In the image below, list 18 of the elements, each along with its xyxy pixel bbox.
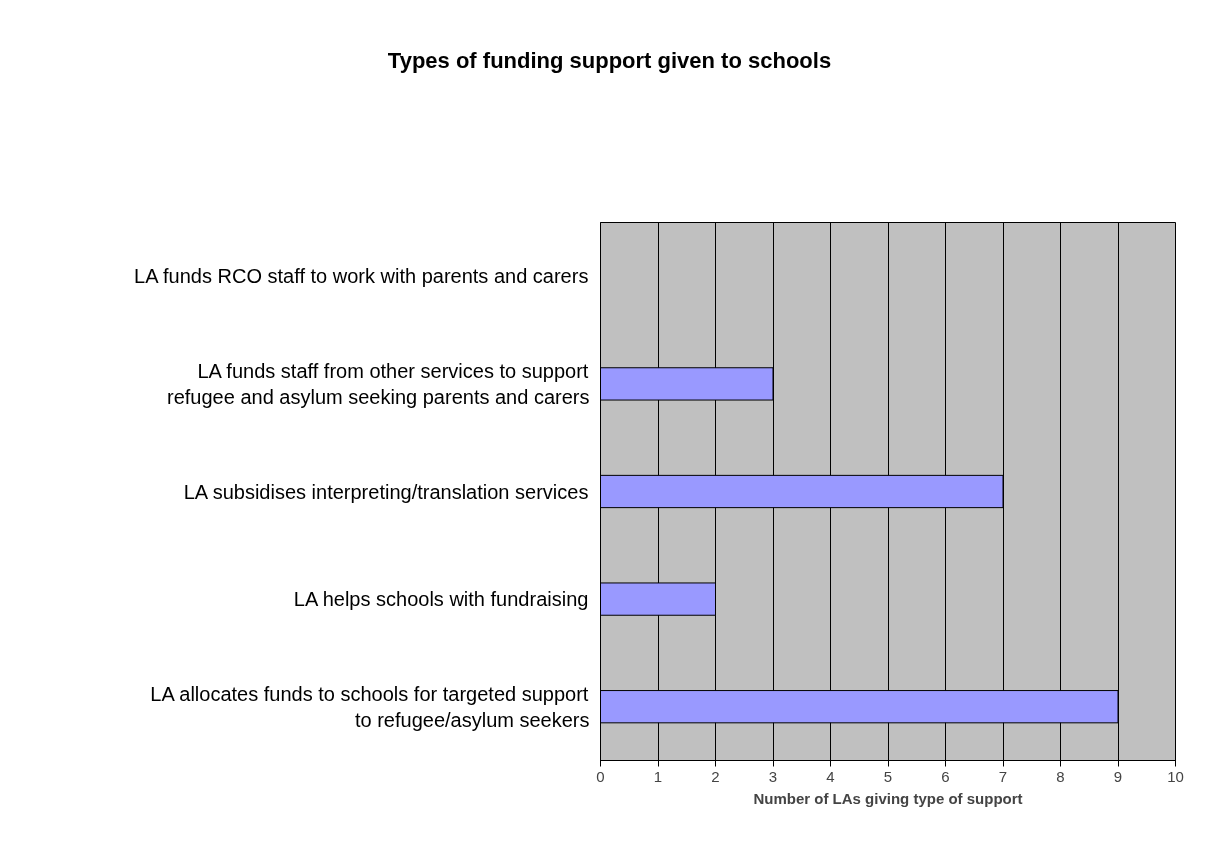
x-tick-label: 2 [711, 767, 720, 785]
x-tick-label: 8 [1056, 767, 1065, 785]
chart-title: Types of funding support given to schools [387, 47, 832, 75]
y-tick-label: LA subsidises interpreting/translation services [183, 480, 589, 503]
y-tick-label: LA funds staff from other services to support refugee and asylum seeking parents and carers [167, 359, 590, 409]
x-tick-label: 4 [826, 767, 835, 785]
x-tick-label: 10 [1167, 767, 1184, 785]
x-tick-label: 3 [768, 767, 778, 785]
x-tick-label: 5 [883, 767, 893, 785]
y-tick-label: LA helps schools with fundraising [293, 588, 589, 611]
x-tick-label: 7 [998, 767, 1008, 785]
y-tick-label: LA funds RCO staff to work with parents and carers [134, 265, 589, 288]
x-tick-label: 0 [596, 767, 605, 785]
x-tick-label: 1 [653, 767, 663, 785]
y-tick-label: LA allocates funds to schools for targeted support to refugee/asylum seekers [150, 682, 590, 731]
x-tick-label: 6 [941, 767, 950, 785]
x-tick-label: 9 [1113, 767, 1123, 785]
x-axis-title: Number of LAs giving type of support [753, 789, 1023, 807]
